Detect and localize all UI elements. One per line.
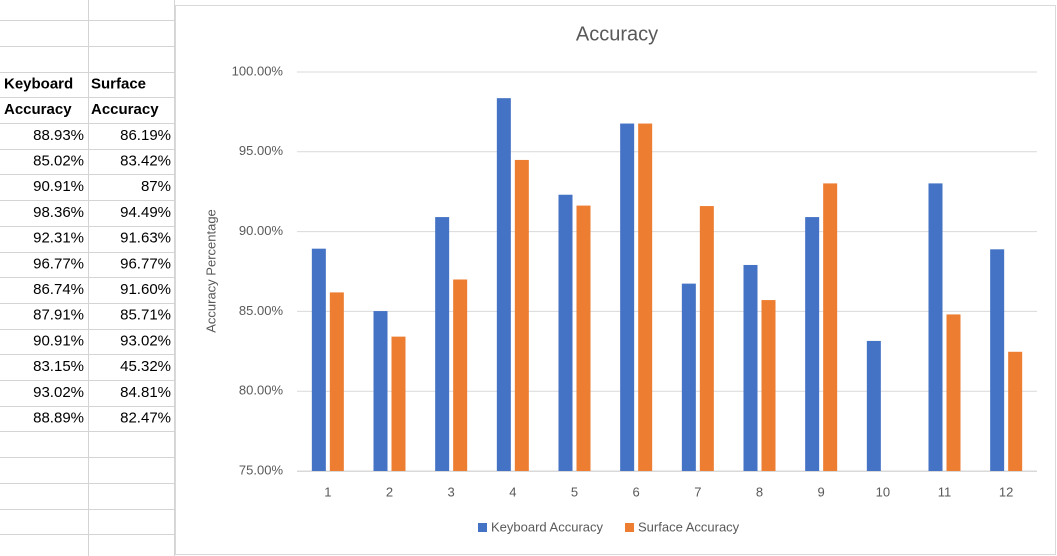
cell: 93.02% — [120, 332, 171, 349]
cell: 87% — [141, 178, 171, 195]
x-tick-label: 2 — [386, 484, 393, 499]
chart-title: Accuracy — [576, 23, 658, 45]
y-axis-label: Accuracy Percentage — [203, 209, 218, 333]
bar — [681, 283, 696, 471]
bar — [620, 123, 635, 471]
cell: 90.91% — [33, 332, 84, 349]
legend-label: Surface Accuracy — [638, 519, 740, 534]
cell: 82.47% — [120, 410, 171, 427]
bar — [761, 300, 776, 471]
header-cell: Keyboard — [4, 75, 73, 92]
y-tick-label: 85.00% — [239, 303, 284, 318]
bar — [928, 183, 943, 471]
chart: 75.00%80.00%85.00%90.00%95.00%100.00%1 2 3… — [232, 63, 1037, 534]
cell: 85.02% — [33, 153, 84, 170]
bar — [391, 336, 406, 471]
bar — [638, 123, 653, 471]
cell: 83.15% — [33, 358, 84, 375]
bar — [699, 206, 714, 471]
bar — [866, 340, 881, 471]
x-tick-label: 11 — [938, 484, 952, 499]
cell: 84.81% — [120, 384, 171, 401]
bar — [435, 217, 450, 471]
x-tick-label: 7 — [694, 484, 701, 499]
cell: 45.32% — [120, 358, 171, 375]
table: Keyboard Surface Accuracy Accuracy 88.93% 86.… — [4, 75, 171, 426]
bar — [990, 249, 1005, 471]
x-tick-label: 4 — [509, 484, 516, 499]
x-tick-label: 10 — [876, 484, 890, 499]
bar — [1008, 351, 1023, 471]
cell: 85.71% — [120, 307, 171, 324]
cell: 88.93% — [33, 127, 84, 144]
x-tick-label: 3 — [448, 484, 455, 499]
y-tick-label: 90.00% — [239, 223, 284, 238]
bar — [558, 194, 573, 471]
sheet-grid — [0, 0, 175, 556]
cell: 91.63% — [120, 230, 171, 247]
x-tick-label: 1 — [324, 484, 331, 499]
cell: 96.77% — [120, 255, 171, 272]
y-tick-label: 95.00% — [239, 143, 284, 158]
legend-label: Keyboard Accuracy — [491, 519, 604, 534]
x-tick-label: 12 — [999, 484, 1013, 499]
bar — [311, 248, 326, 471]
bar — [496, 98, 511, 471]
x-tick-label: 5 — [571, 484, 578, 499]
bar — [514, 159, 529, 471]
chart-area — [175, 5, 1056, 555]
cell: 83.42% — [120, 153, 171, 170]
bars — [311, 98, 1023, 471]
cell: 86.19% — [120, 127, 171, 144]
x-tick-label: 8 — [756, 484, 763, 499]
bar — [329, 292, 344, 471]
y-tick-label: 80.00% — [239, 383, 284, 398]
cell: 92.31% — [33, 230, 84, 247]
bar — [373, 311, 388, 471]
cell: 87.91% — [33, 307, 84, 324]
cell: 90.91% — [33, 178, 84, 195]
y-tick-label: 75.00% — [239, 462, 284, 477]
cell: 86.74% — [33, 281, 84, 298]
y-tick-label: 100.00% — [232, 63, 284, 78]
cell: 93.02% — [33, 384, 84, 401]
x-tick-label: 9 — [818, 484, 825, 499]
cell: 98.36% — [33, 204, 84, 221]
bar — [823, 183, 838, 471]
header-cell: Accuracy — [91, 101, 159, 118]
bar — [805, 217, 820, 471]
cell: 96.77% — [33, 255, 84, 272]
legend-swatch — [625, 523, 635, 532]
bar — [946, 314, 961, 471]
cell: 91.60% — [120, 281, 171, 298]
header-cell: Accuracy — [4, 101, 72, 118]
cell: 88.89% — [33, 410, 84, 427]
x-tick-label: 6 — [633, 484, 640, 499]
bar — [576, 205, 591, 471]
header-cell: Surface — [91, 75, 146, 92]
cell: 94.49% — [120, 204, 171, 221]
bar — [743, 264, 758, 471]
bar — [453, 279, 468, 471]
legend-swatch — [478, 523, 487, 532]
